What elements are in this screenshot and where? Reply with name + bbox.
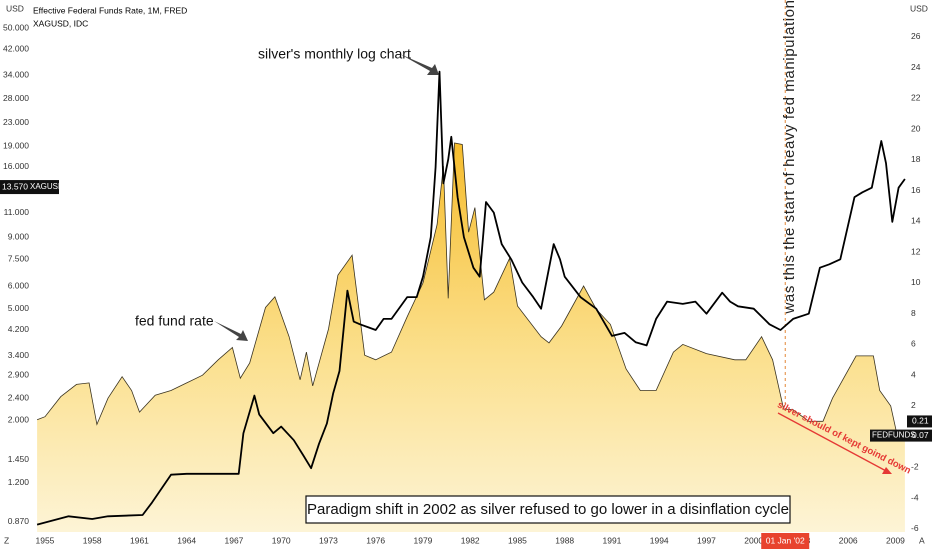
x-tick-label: 1976 — [366, 535, 385, 545]
x-tick-label: 1961 — [130, 535, 149, 545]
value-badge — [907, 429, 932, 442]
y2-tick-label: 10 — [911, 277, 921, 287]
y-tick-label: 3.400 — [8, 350, 30, 360]
x-tick-label: 1967 — [224, 535, 243, 545]
annotation: fed fund rate — [135, 313, 214, 329]
y2-tick-label: -2 — [911, 462, 919, 472]
x-tick-label: 1997 — [697, 535, 716, 545]
x-tick-label: 1985 — [508, 535, 527, 545]
y-tick-label: 9.000 — [8, 231, 30, 241]
x-tick-label: 1973 — [319, 535, 338, 545]
corner-label: A — [919, 535, 925, 545]
corner-label: Z — [4, 535, 9, 545]
y-tick-label: 2.900 — [8, 369, 30, 379]
y-tick-label: 11.000 — [4, 207, 30, 217]
date-badge-label: 01 Jan '02 — [766, 535, 805, 545]
price-badge — [0, 180, 28, 195]
x-tick-label: 1994 — [650, 535, 669, 545]
series-badge-label: XAGUSD — [30, 182, 64, 191]
arrow-head — [882, 467, 892, 474]
x-tick-label: 1988 — [555, 535, 574, 545]
y2-tick-label: 22 — [911, 93, 921, 103]
x-tick-label: 1979 — [414, 535, 433, 545]
y-tick-label: 4.200 — [8, 324, 30, 334]
y-tick-label: 19.000 — [3, 140, 29, 150]
y-tick-label: 50.000 — [3, 22, 29, 32]
value-badge-label: 0.07 — [912, 430, 929, 440]
plot-area — [36, 0, 906, 532]
y2-tick-label: 2 — [911, 400, 916, 410]
y-tick-label: 2.400 — [8, 392, 30, 402]
y2-tick-label: 20 — [911, 123, 921, 133]
y2-tick-label: 14 — [911, 216, 921, 226]
x-tick-label: 1970 — [272, 535, 291, 545]
y-tick-label: 42.000 — [3, 44, 29, 54]
x-tick-label: 2000 — [744, 535, 763, 545]
arrow — [777, 412, 889, 473]
arrow — [214, 321, 248, 341]
x-tick-label: 1958 — [83, 535, 102, 545]
series-badge — [870, 429, 907, 442]
y-tick-label: 16.000 — [3, 161, 29, 171]
chart-title: Effective Federal Funds Rate, 1M, FRED — [33, 5, 187, 15]
y-unit: USD — [6, 3, 24, 13]
series-badge — [28, 180, 59, 195]
annotation: Paradigm shift in 2002 as silver refused… — [307, 501, 789, 518]
series-badge-label: FEDFUNDS — [872, 431, 916, 440]
y-tick-label: 5.000 — [8, 303, 30, 313]
y2-tick-label: 16 — [911, 185, 921, 195]
area-line — [36, 142, 905, 435]
y2-tick-label: -6 — [911, 523, 919, 533]
y2-tick-label: 26 — [911, 31, 921, 41]
chart-subtitle: XAGUSD, IDC — [33, 18, 88, 28]
y-tick-label: 23.000 — [3, 117, 29, 127]
y2-tick-label: 6 — [911, 339, 916, 349]
y-tick-label: 34.000 — [3, 69, 29, 79]
y-tick-label: 28.000 — [3, 93, 29, 103]
y2-tick-label: 8 — [911, 308, 916, 318]
annotation: silver's monthly log chart — [258, 46, 411, 62]
annotation: was this the start of heavy fed manipula… — [781, 0, 798, 315]
y-tick-label: 1.450 — [8, 454, 30, 464]
x-tick-label: 1991 — [603, 535, 622, 545]
x-tick-label: 1982 — [461, 535, 480, 545]
y2-tick-label: 4 — [911, 369, 916, 379]
y2-tick-label: 24 — [911, 62, 921, 72]
x-tick-label: 1955 — [35, 535, 54, 545]
area-fill — [37, 143, 905, 532]
date-badge — [761, 533, 810, 549]
y-tick-label: 2.000 — [8, 415, 30, 425]
line — [36, 70, 906, 526]
y2-tick-label: 18 — [911, 154, 921, 164]
y-tick-label: 6.000 — [8, 281, 30, 291]
y2-unit: USD — [910, 3, 928, 13]
value-badge — [907, 415, 932, 428]
x-tick-label: 1964 — [177, 535, 196, 545]
y-tick-label: 1.200 — [8, 477, 30, 487]
x-tick-label: 2009 — [886, 535, 905, 545]
price-badge-label: 13.570 — [2, 181, 28, 191]
y2-tick-label: -4 — [911, 492, 919, 502]
arrow — [400, 54, 439, 75]
y-tick-label: 7.500 — [8, 254, 30, 264]
annotation-box — [305, 495, 791, 524]
value-badge-label: 0.21 — [912, 416, 929, 426]
y2-tick-label: 12 — [911, 246, 921, 256]
y-tick-label: 0.870 — [8, 516, 30, 526]
x-tick-label: 2006 — [839, 535, 858, 545]
